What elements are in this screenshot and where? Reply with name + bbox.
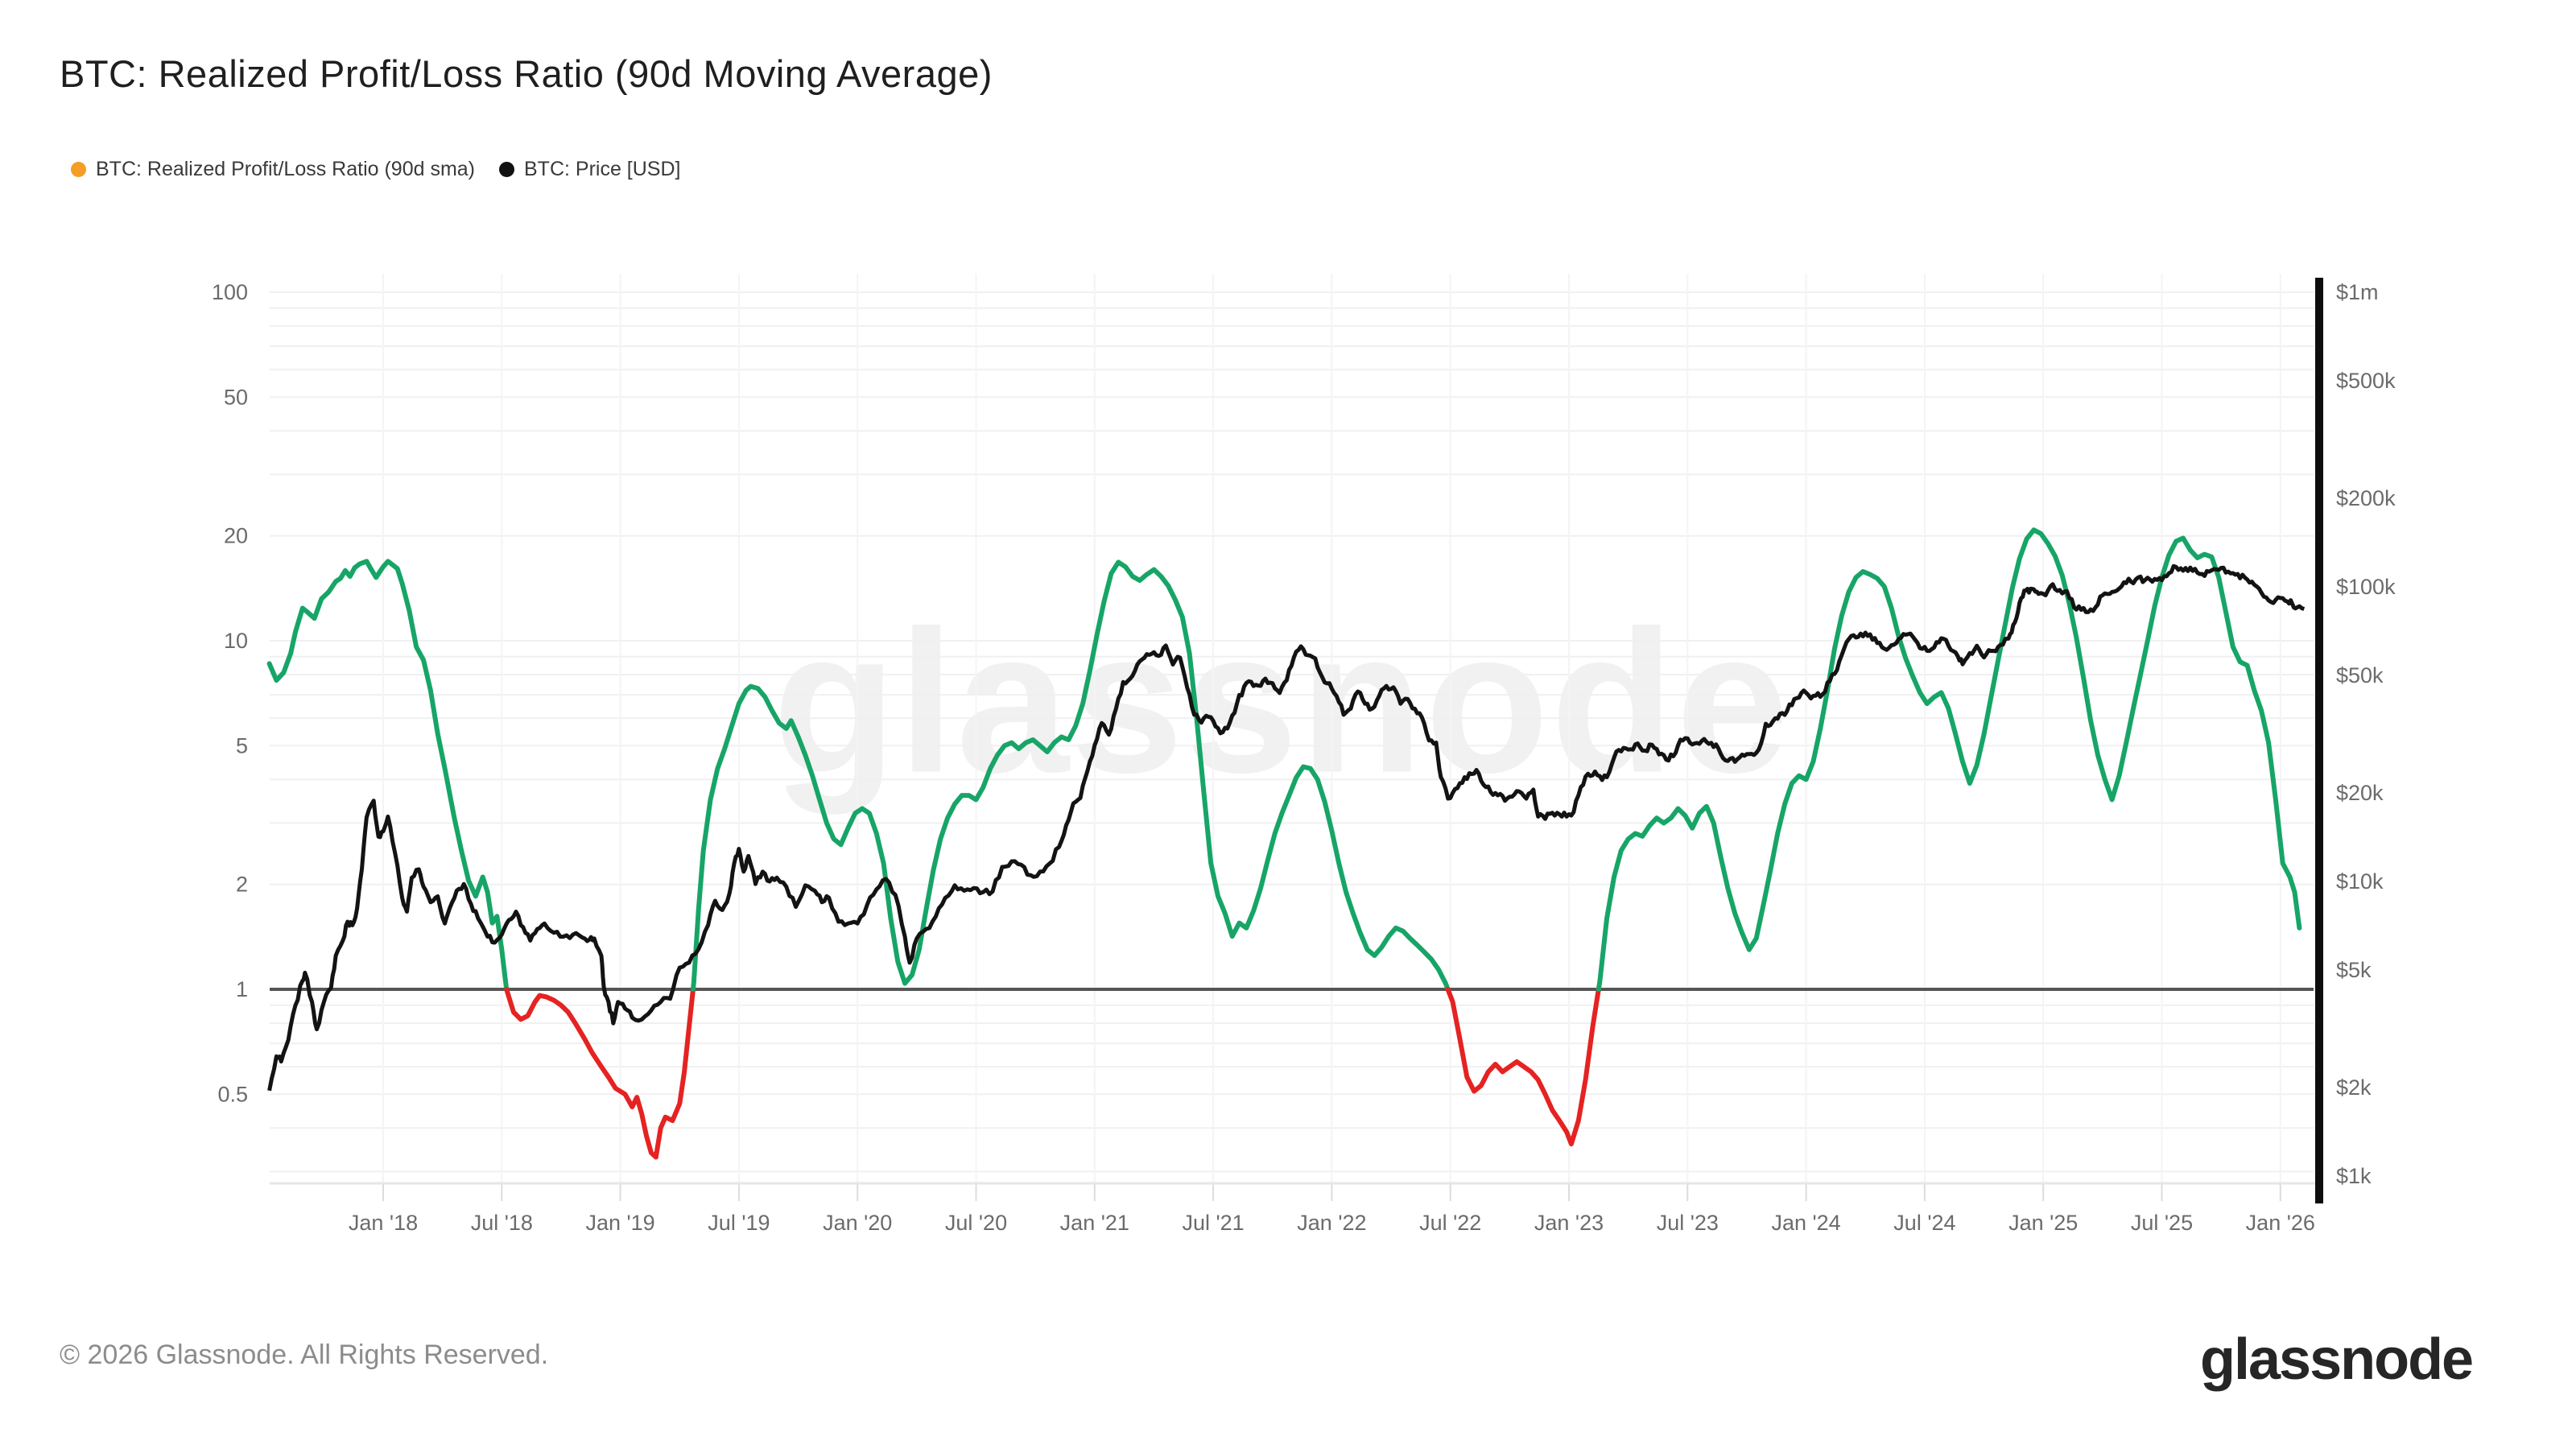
x-tick-label: Jan '26 xyxy=(2246,1211,2315,1235)
y-right-tick-label: $1m xyxy=(2336,280,2379,304)
y-right-tick-label: $50k xyxy=(2336,663,2384,687)
x-tick-label: Jan '21 xyxy=(1060,1211,1129,1235)
copyright-text: © 2026 Glassnode. All Rights Reserved. xyxy=(60,1339,549,1370)
y-right-tick-label: $500k xyxy=(2336,369,2396,393)
x-tick-label: Jul '21 xyxy=(1182,1211,1244,1235)
ratio-line-segment xyxy=(691,559,1451,992)
x-tick-label: Jul '23 xyxy=(1657,1211,1719,1235)
x-tick-label: Jan '19 xyxy=(585,1211,654,1235)
x-tick-label: Jan '22 xyxy=(1297,1211,1366,1235)
y-right-tick-label: $20k xyxy=(2336,781,2384,805)
y-left-tick-label: 20 xyxy=(224,524,248,548)
price-series-dot-icon xyxy=(499,162,514,177)
y-right-tick-label: $100k xyxy=(2336,575,2396,599)
legend-item-ratio: BTC: Realized Profit/Loss Ratio (90d sma… xyxy=(71,158,475,181)
x-tick-label: Jul '18 xyxy=(471,1211,533,1235)
y-right-tick-label: $5k xyxy=(2336,958,2372,982)
legend-label: BTC: Price [USD] xyxy=(524,158,681,180)
y-left-tick-label: 1 xyxy=(236,977,248,1001)
x-tick-label: Jul '22 xyxy=(1419,1211,1481,1235)
x-tick-label: Jan '23 xyxy=(1534,1211,1604,1235)
y-left-tick-label: 10 xyxy=(224,629,248,653)
x-tick-label: Jul '19 xyxy=(708,1211,770,1235)
legend-item-price: BTC: Price [USD] xyxy=(499,158,680,181)
y-left-tick-label: 50 xyxy=(224,385,248,409)
y-left-tick-label: 100 xyxy=(212,280,248,304)
x-tick-label: Jan '20 xyxy=(823,1211,892,1235)
y-left-tick-label: 5 xyxy=(236,733,248,757)
y-right-tick-label: $2k xyxy=(2336,1075,2372,1100)
y-right-tick-label: $200k xyxy=(2336,486,2396,510)
ratio-line-segment xyxy=(1596,527,2302,992)
ratio-series-dot-icon xyxy=(71,162,86,177)
watermark: glassnode xyxy=(772,588,1791,815)
x-tick-label: Jul '24 xyxy=(1893,1211,1955,1235)
ratio-line-segment xyxy=(504,987,696,1160)
ratio-line-segment xyxy=(1445,987,1601,1147)
x-tick-label: Jan '24 xyxy=(1771,1211,1840,1235)
price-line xyxy=(267,563,2306,1092)
x-tick-label: Jul '20 xyxy=(945,1211,1007,1235)
x-tick-label: Jan '18 xyxy=(349,1211,418,1235)
y-right-tick-label: $10k xyxy=(2336,869,2384,894)
x-tick-label: Jan '25 xyxy=(2008,1211,2078,1235)
page-title: BTC: Realized Profit/Loss Ratio (90d Mov… xyxy=(60,52,993,95)
glassnode-logo: glassnode xyxy=(2200,1327,2474,1392)
ratio-line-segment xyxy=(266,559,510,992)
y-right-tick-label: $1k xyxy=(2336,1164,2372,1188)
right-axis-spine xyxy=(2315,278,2323,1203)
legend-label: BTC: Realized Profit/Loss Ratio (90d sma… xyxy=(96,158,476,180)
y-left-tick-label: 2 xyxy=(236,873,248,897)
x-tick-label: Jul '25 xyxy=(2131,1211,2193,1235)
y-left-tick-label: 0.5 xyxy=(217,1082,248,1106)
